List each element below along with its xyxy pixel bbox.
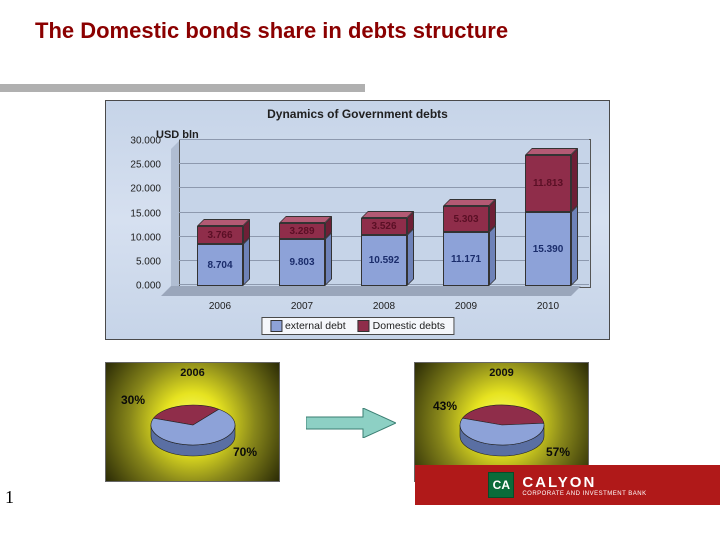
brand-bar: CA CALYON CORPORATE AND INVESTMENT BANK: [415, 465, 720, 505]
pie-2006-label-domestic: 30%: [121, 393, 145, 407]
page-number: 1: [5, 487, 14, 508]
bar-value-label: 5.303: [443, 214, 489, 225]
bar-side: [571, 148, 578, 212]
pie-2006-title: 2006: [106, 367, 279, 379]
bar-side: [571, 205, 578, 286]
bar-group: 9.803 3.289: [279, 141, 325, 286]
pie-2006-label-external: 70%: [233, 445, 257, 459]
arrow-icon: [306, 408, 396, 438]
bar-side: [243, 237, 250, 286]
ytick-label: 5.000: [136, 256, 161, 267]
bar-chart-floor: [161, 286, 581, 296]
legend-item-external: external debt: [270, 320, 346, 332]
xtick-label: 2008: [373, 301, 395, 312]
pie-2006-panel: 2006 30% 70%: [105, 362, 280, 482]
xtick-label: 2010: [537, 301, 559, 312]
bar-top: [443, 199, 496, 206]
ytick-label: 0.000: [136, 281, 161, 292]
pie-2006-svg: [133, 383, 253, 473]
bar-chart-panel: Dynamics of Government debts USD bln 8.7…: [105, 100, 610, 340]
bar-group: 10.592 3.526: [361, 141, 407, 286]
legend-swatch-external: [270, 320, 282, 332]
legend-label-domestic: Domestic debts: [373, 320, 445, 332]
bar-value-label: 15.390: [525, 244, 571, 255]
slide-title: The Domestic bonds share in debts struct…: [35, 18, 508, 44]
bar-chart-title: Dynamics of Government debts: [106, 107, 609, 121]
bar-chart-sidewall: [171, 141, 179, 296]
pie-2009-label-domestic: 43%: [433, 399, 457, 413]
bar-group: 15.390 11.813: [525, 141, 571, 286]
bar-top: [197, 219, 250, 226]
pie-2009-svg: [442, 383, 562, 473]
bar-group: 11.171 5.303: [443, 141, 489, 286]
brand-logo-main: CALYON: [522, 474, 646, 491]
bar-value-label: 8.704: [197, 260, 243, 271]
bar-top: [279, 216, 332, 223]
pie-2009-title: 2009: [415, 367, 588, 379]
bar-top: [525, 148, 578, 155]
bar-value-label: 11.171: [443, 254, 489, 265]
legend-swatch-domestic: [358, 320, 370, 332]
ytick-label: 15.000: [130, 208, 161, 219]
bar-top: [361, 211, 414, 218]
xtick-label: 2007: [291, 301, 313, 312]
gridline: [179, 139, 589, 140]
ytick-label: 25.000: [130, 160, 161, 171]
bar-side: [489, 225, 496, 286]
bar-group: 8.704 3.766: [197, 141, 243, 286]
bar-value-label: 3.526: [361, 221, 407, 232]
ytick-label: 30.000: [130, 136, 161, 147]
xtick-label: 2006: [209, 301, 231, 312]
accent-bar: [0, 84, 365, 92]
slide-root: The Domestic bonds share in debts struct…: [0, 0, 720, 540]
brand-logo-sub: CORPORATE AND INVESTMENT BANK: [522, 491, 646, 497]
legend-item-domestic: Domestic debts: [358, 320, 445, 332]
pie-2009-panel: 2009 43% 57%: [414, 362, 589, 482]
bar-value-label: 3.289: [279, 226, 325, 237]
bar-side: [325, 232, 332, 286]
bar-value-label: 11.813: [525, 178, 571, 189]
pie-2009-label-external: 57%: [546, 445, 570, 459]
ytick-label: 20.000: [130, 184, 161, 195]
legend-label-external: external debt: [285, 320, 346, 332]
xtick-label: 2009: [455, 301, 477, 312]
bar-value-label: 9.803: [279, 257, 325, 268]
bar-value-label: 3.766: [197, 230, 243, 241]
ytick-label: 10.000: [130, 232, 161, 243]
bar-value-label: 10.592: [361, 255, 407, 266]
bar-chart-plot-area: 8.704 3.766 9.803 3.289 10.592 3.526 11.171 5.3…: [171, 141, 581, 296]
brand-logo-square: CA: [488, 472, 514, 498]
bar-chart-legend: external debt Domestic debts: [261, 317, 454, 335]
brand-logo: CA CALYON CORPORATE AND INVESTMENT BANK: [488, 472, 646, 498]
bar-side: [407, 228, 414, 286]
